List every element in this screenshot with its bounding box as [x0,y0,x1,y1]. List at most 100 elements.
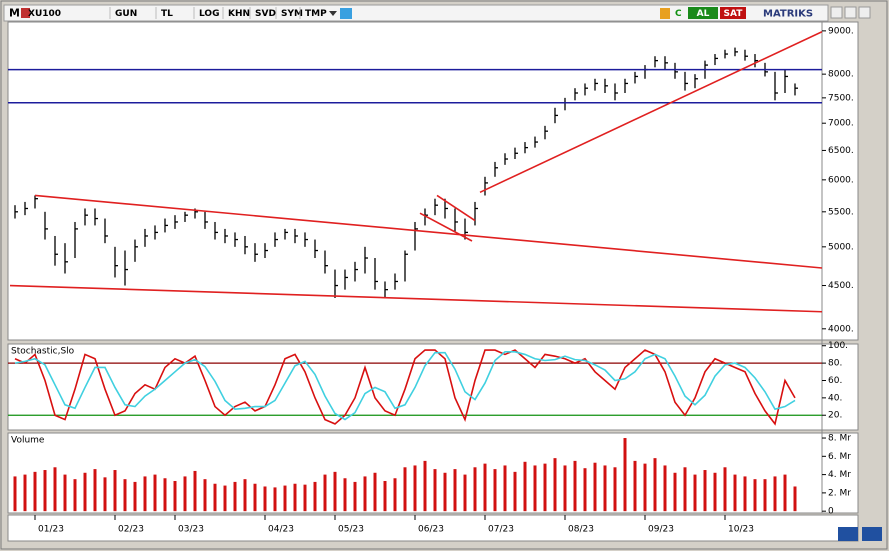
y-tick-label: 5500. [828,207,854,217]
refresh-button[interactable] [838,527,858,541]
x-tick-label: 06/23 [418,525,444,535]
y-tick-label: 4000. [828,324,854,334]
x-tick-label: 10/23 [728,525,754,535]
y-tick-label: 6500. [828,146,854,156]
volume-bar [263,486,267,512]
panel-title: Volume [11,436,45,446]
symbol[interactable]: XU100 [28,9,61,19]
volume-bar [683,467,687,512]
trend-line [9,284,822,313]
y-tick-label: 40. [828,393,842,403]
sell-button-bg[interactable] [720,7,746,19]
volume-bar [563,465,567,512]
toolbar-buttons: GUN TL LOG KHN SVD SYM TMP [109,7,327,19]
toolbar-button[interactable]: TL [161,9,173,19]
x-tick-label: 04/23 [268,525,294,535]
volume-bar [473,467,477,512]
panel-title: Stochastic,Slo [11,347,75,357]
toolbar-button[interactable]: GUN [115,9,137,19]
volume-bar [123,479,127,512]
toolbar [3,4,829,22]
volume-bar [113,470,117,512]
toolbar-button[interactable]: LOG [199,9,219,19]
volume-bar [723,467,727,512]
volume-bar [163,478,167,512]
minimize-button[interactable] [830,6,843,19]
brand: MATRIKS [763,9,813,20]
menu-button[interactable]: M [9,7,20,20]
volume-bar [253,483,257,512]
volume-bar [623,438,627,512]
volume-bar [593,462,597,512]
volume-bar [103,477,107,512]
volume-bar [553,458,557,512]
volume-bar [373,472,377,512]
volume-bar [293,483,297,512]
volume-bar [643,463,647,512]
toolbar-button[interactable]: SVD [255,9,276,19]
y-tick-label: 8000. [828,70,854,80]
volume-bar [403,467,407,512]
volume-bar [93,469,97,512]
volume-bar [43,470,47,512]
volume-bar [73,479,77,512]
trend-line [419,212,473,242]
symbol-icon [21,8,30,18]
volume-bar [793,486,797,512]
twitter-icon[interactable] [340,8,352,19]
y-tick-label: 4. Mr [828,470,851,480]
volume-bar [713,472,717,512]
buy-button-bg[interactable] [688,7,718,19]
y-tick-label: 7000. [828,119,854,129]
volume-bar [13,476,17,512]
volume-bar [423,460,427,512]
price-panel [7,21,859,341]
volume-bar [533,465,537,512]
volume-bar [143,476,147,512]
x-tick-label: 03/23 [178,525,204,535]
maximize-button[interactable] [844,6,857,19]
y-tick-label: 9000. [828,26,854,36]
y-tick-label: 8. Mr [828,434,851,444]
x-tick-label: 02/23 [118,525,144,535]
volume-bar [203,479,207,512]
y-tick-label: 6. Mr [828,452,851,462]
volume-bar [23,474,27,512]
x-tick-label: 01/23 [38,525,64,535]
c-button[interactable]: C [675,9,682,19]
settings-button[interactable] [862,527,882,541]
y-tick-label: 2. Mr [828,488,851,498]
sell-button[interactable]: SAT [724,9,744,19]
volume-bar [763,479,767,512]
volume-bar [183,476,187,512]
y-tick-label: 4500. [828,281,854,291]
volume-bar [363,476,367,512]
volume-bar [413,465,417,512]
trend-line [436,194,476,222]
volume-bar [343,478,347,512]
y-tick-label: 100. [828,341,848,351]
volume-bar [583,468,587,512]
close-button[interactable] [858,6,871,19]
dropdown-arrow[interactable] [329,11,337,16]
pen-icon[interactable] [660,8,670,19]
volume-bar [483,463,487,512]
x-tick-label: 05/23 [338,525,364,535]
toolbar-button[interactable]: TMP [305,9,327,19]
toolbar-button[interactable]: SYM [281,9,303,19]
volume-bar [773,476,777,512]
volume-bar [333,471,337,512]
x-tick-label: 08/23 [568,525,594,535]
volume-bar [133,481,137,512]
volume-bar [673,472,677,512]
stochastic-panel [7,343,859,431]
volume-bar [663,465,667,512]
y-tick-label: 7500. [828,93,854,103]
toolbar-button[interactable]: KHN [228,9,250,19]
buy-button[interactable]: AL [697,9,710,19]
x-tick-label: 07/23 [488,525,514,535]
volume-bar [603,465,607,512]
volume-bar [213,483,217,512]
volume-bar [523,461,527,512]
